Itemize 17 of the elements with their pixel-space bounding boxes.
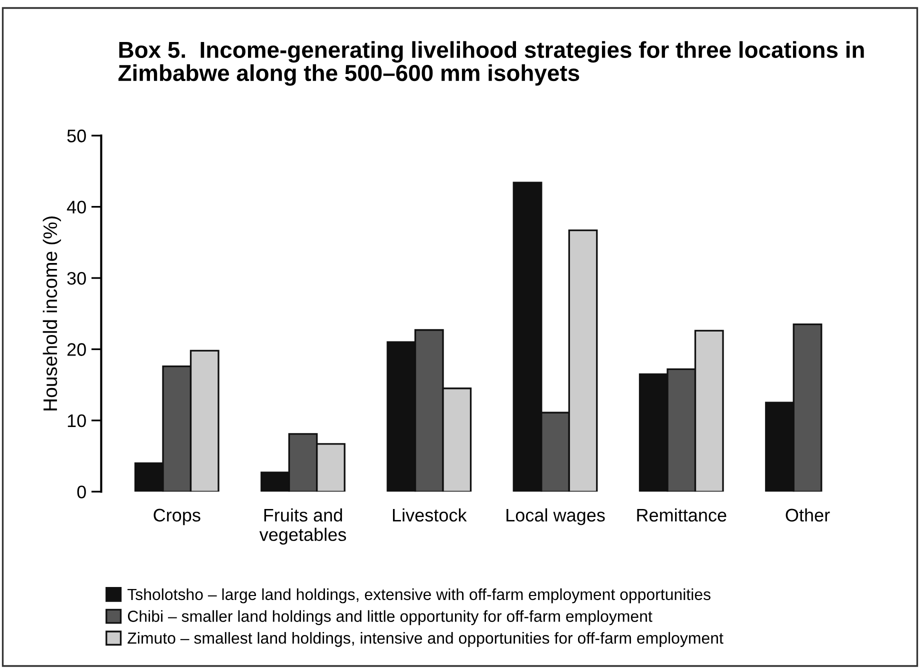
y-tick-label: 50: [67, 130, 86, 142]
y-axis-title: Household income (%): [42, 216, 61, 410]
legend-label: Tsholotsho – large land holdings, extensive with off-farm employment opportunities: [128, 588, 710, 604]
y-tick-label: 0: [77, 486, 86, 498]
chart-title: Box 5. Income-generating livelihood strategies for three locations in Zimbabwe along the 500–600 mm isohyets: [118, 41, 864, 86]
x-tick-label: Remittance: [637, 508, 726, 522]
y-tick-label: 30: [67, 272, 86, 285]
x-tick-label: Fruits and vegetables: [259, 508, 346, 545]
legend-label: Zimuto – smallest land holdings, intensive and opportunities for off-farm employment: [128, 632, 724, 647]
x-tick-label: Livestock: [392, 508, 467, 522]
y-tick-label: 40: [66, 200, 86, 214]
y-tick-label: 20: [67, 343, 86, 356]
y-tick-label: 10: [68, 414, 86, 428]
legend-label: Chibi – smaller land holdings and little opportunity for off-farm employment: [128, 610, 652, 626]
x-tick-label: Crops: [154, 508, 200, 526]
x-tick-label: Local wages: [506, 508, 605, 526]
x-tick-label: Other: [786, 508, 830, 522]
